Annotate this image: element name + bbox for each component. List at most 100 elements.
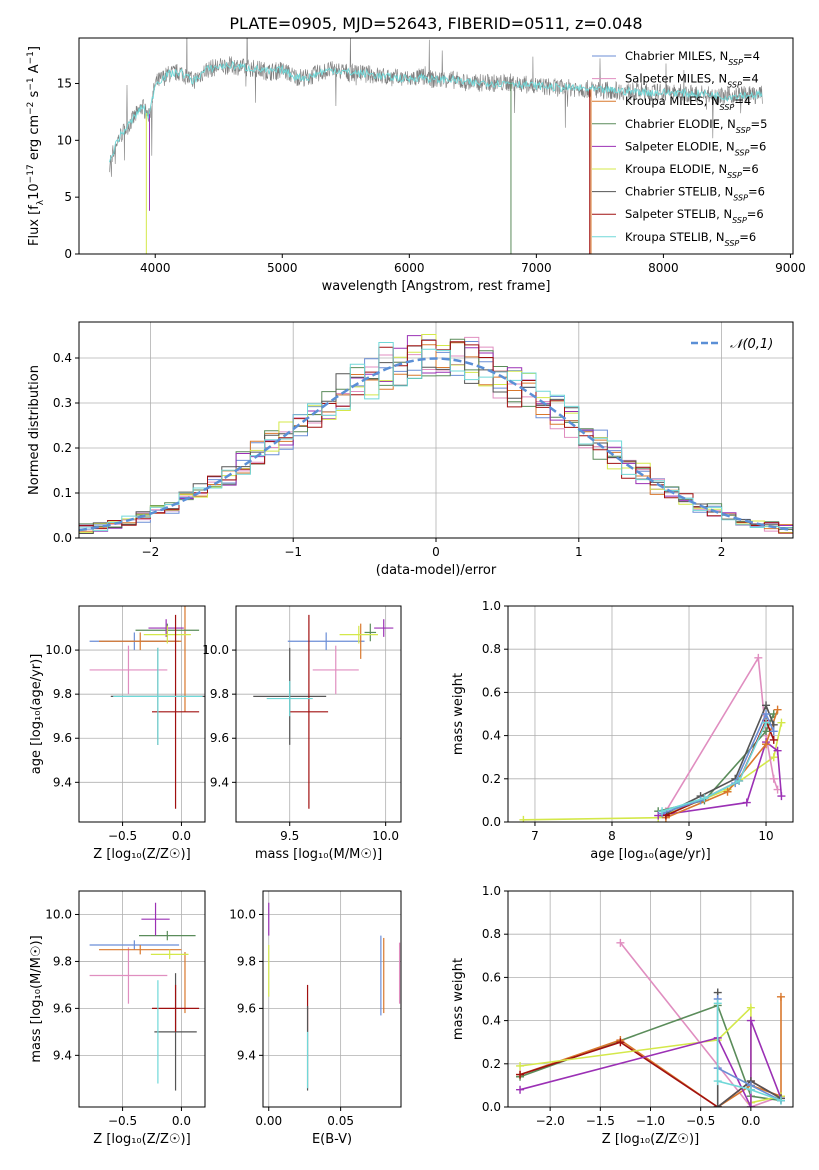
y-tick-label: 0.2 <box>482 1057 501 1071</box>
marker-kroupa_stelib <box>713 999 722 1008</box>
marker-kroupa_miles <box>773 705 782 714</box>
marker-salpeter_miles <box>769 774 778 783</box>
y-tick-label: 9.6 <box>53 731 72 745</box>
y-tick-label: 10.0 <box>45 643 72 657</box>
x-tick-label: −0.5 <box>108 1114 137 1128</box>
y-tick-label: 0.4 <box>482 1014 501 1028</box>
x-tick-label: −2.0 <box>536 1114 565 1128</box>
x-tick-label: 0.00 <box>255 1114 282 1128</box>
y-axis-label: Normed distribution <box>27 365 42 495</box>
legend-gauss-label: 𝒩(0,1) <box>730 337 773 352</box>
model-spectrum <box>109 60 763 163</box>
panel-residual_hist: −2 −1 0 1 2 0.0 0.1 0.2 0.3 0.4 (data-model)/error… <box>27 321 794 578</box>
legend-entry: Kroupa MILES, NSSP=4 <box>625 94 751 112</box>
legend-entry: Kroupa ELODIE, NSSP=6 <box>625 162 759 180</box>
x-tick-label: 8000 <box>648 261 679 275</box>
axes-frame <box>78 890 206 1108</box>
x-tick-label: 1 <box>575 545 583 559</box>
axes-frame <box>507 605 794 823</box>
x-axis-label: (data-model)/error <box>376 563 497 578</box>
y-tick-label: 10.0 <box>229 907 256 921</box>
x-tick-label: −0.5 <box>686 1114 715 1128</box>
marker-salpeter_elodie <box>777 792 786 801</box>
y-tick-label: 10.0 <box>45 907 72 921</box>
marker-salpeter_stelib <box>516 1070 525 1079</box>
x-tick-label: 10 <box>758 829 773 843</box>
y-tick-label: 0 <box>64 247 72 261</box>
y-tick-label: 0.4 <box>53 351 72 365</box>
legend-entry: Salpeter STELIB, NSSP=6 <box>625 207 764 225</box>
x-tick-label: 8 <box>608 829 616 843</box>
y-tick-label: 0.0 <box>53 531 72 545</box>
legend-entry: Chabrier MILES, NSSP=4 <box>625 49 760 67</box>
y-tick-label: 1.0 <box>482 884 501 898</box>
x-tick-label: 5000 <box>267 261 298 275</box>
y-tick-label: 15 <box>57 76 72 90</box>
plot-area-mass_vs_Z <box>89 902 200 1091</box>
y-tick-label: 10.0 <box>202 643 229 657</box>
marker-salpeter_elodie <box>746 1016 755 1025</box>
x-axis-label: age [log₁₀(age/yr)] <box>590 847 711 862</box>
y-tick-label: 9.6 <box>53 1001 72 1015</box>
y-tick-label: 0.1 <box>53 486 72 500</box>
x-tick-label: −0.5 <box>108 829 137 843</box>
x-tick-label: 0.0 <box>172 1114 191 1128</box>
x-tick-label: 0 <box>432 545 440 559</box>
marker-kroupa_miles <box>723 787 732 796</box>
marker-salpeter_miles <box>616 938 625 947</box>
marker-kroupa_elodie <box>777 718 786 727</box>
x-tick-label: −1 <box>284 545 302 559</box>
legend-entry: Kroupa STELIB, NSSP=6 <box>625 230 756 248</box>
legend-entry: Chabrier STELIB, NSSP=6 <box>625 185 765 203</box>
marker-salpeter_elodie <box>742 798 751 807</box>
axes-frame <box>262 890 402 1108</box>
x-tick-label: 0.05 <box>327 1114 354 1128</box>
legend-entry: Chabrier ELODIE, NSSP=5 <box>625 117 767 135</box>
x-tick-label: 0.0 <box>172 829 191 843</box>
x-tick-label: 6000 <box>394 261 425 275</box>
plot-area-spectrum <box>109 38 763 254</box>
marker-chabrier_miles <box>762 710 771 718</box>
y-tick-label: 0.0 <box>482 1100 501 1114</box>
x-axis-label: Z [log₁₀(Z/Z☉)] <box>602 1132 699 1147</box>
y-tick-label: 0.2 <box>482 772 501 786</box>
y-tick-label: 9.8 <box>53 954 72 968</box>
panel-weight_vs_Z: −2.0 −1.5 −1.0 −0.5 0.0 0.0 0.2 0.4 0.6 0.8 1.0 Z [… <box>451 884 794 1147</box>
series-kroupa_miles <box>519 996 782 1107</box>
y-tick-label: 9.4 <box>210 775 229 789</box>
y-axis-label: age [log₁₀(age/yr)] <box>29 654 44 775</box>
series-kroupa_stelib <box>661 722 767 812</box>
y-tick-label: 1.0 <box>482 599 501 613</box>
panel-mass_vs_EBV: 0.00 0.05 9.4 9.6 9.8 10.0 E(B-V) <box>229 890 402 1147</box>
marker-kroupa_stelib <box>762 718 771 727</box>
y-tick-label: 9.8 <box>237 954 256 968</box>
marker-salpeter_stelib <box>769 735 778 744</box>
y-axis-label: Flux [fλ10−17 erg cm−2 s−1 A−1] <box>26 46 46 246</box>
marker-kroupa_stelib <box>735 776 744 785</box>
y-tick-label: 0.4 <box>482 729 501 743</box>
panel-age_vs_Z: −0.5 0.0 9.4 9.6 9.8 10.0 Z [log₁₀(Z/Z☉)] age [… <box>29 605 206 862</box>
legend-entry: Salpeter MILES, NSSP=4 <box>625 72 759 90</box>
marker-chabrier_stelib <box>713 1103 722 1107</box>
x-tick-label: 0.0 <box>741 1114 760 1128</box>
marker-kroupa_stelib <box>658 807 667 816</box>
marker-chabrier_miles <box>769 727 778 736</box>
y-tick-label: 0.8 <box>482 642 501 656</box>
y-tick-label: 9.4 <box>237 1048 256 1062</box>
x-tick-label: −2 <box>142 545 160 559</box>
plot-area-weight_vs_Z <box>516 938 785 1107</box>
series-kroupa_stelib <box>716 1003 782 1102</box>
x-tick-label: −1.0 <box>636 1114 665 1128</box>
x-tick-label: −1.5 <box>586 1114 615 1128</box>
marker-chabrier_stelib <box>762 701 771 710</box>
x-axis-label: mass [log₁₀(M/M☉)] <box>255 847 382 862</box>
plot-area-mass_vs_EBV <box>268 902 401 1091</box>
marker-salpeter_elodie <box>746 1103 755 1107</box>
marker-kroupa_stelib <box>713 1077 722 1086</box>
y-tick-label: 9.6 <box>237 1001 256 1015</box>
marker-kroupa_stelib <box>700 794 709 803</box>
axes-frame <box>78 37 794 255</box>
hist-kroupa_stelib <box>79 342 793 538</box>
y-tick-label: 5 <box>64 190 72 204</box>
